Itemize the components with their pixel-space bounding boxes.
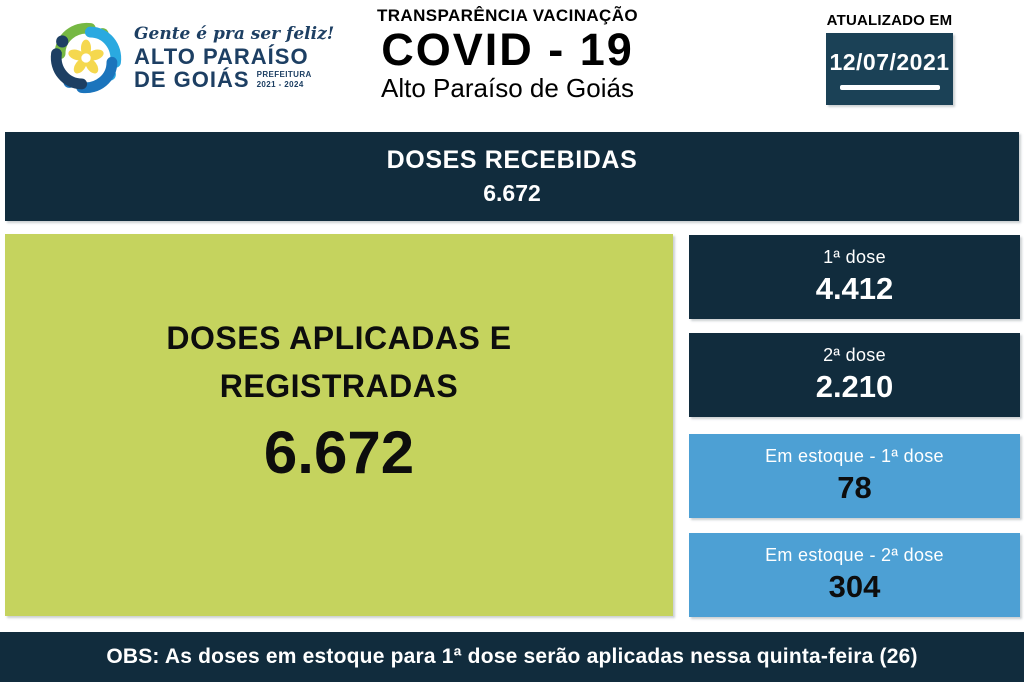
stat-card-stock-dose2-label: Em estoque - 2ª dose bbox=[765, 545, 944, 565]
title-kicker: TRANSPARÊNCIA VACINAÇÃO bbox=[376, 6, 639, 25]
doses-applied-card: DOSES APLICADAS E REGISTRADAS 6.672 bbox=[5, 234, 673, 616]
logo-swirl-icon bbox=[50, 18, 122, 98]
page-title: COVID - 19 bbox=[381, 24, 634, 75]
stat-card-stock-dose2: Em estoque - 2ª dose 304 bbox=[689, 533, 1020, 617]
logo-prefeitura-term: 2021 - 2024 bbox=[256, 79, 304, 89]
doses-received-banner: DOSES RECEBIDAS 6.672 bbox=[5, 132, 1019, 221]
stat-card-stock-dose1-value: 78 bbox=[837, 470, 872, 505]
doses-applied-label-line1: DOSES APLICADAS E bbox=[166, 319, 512, 356]
logo-text: Gente é pra ser feliz! ALTO PARAÍSO DE G… bbox=[134, 24, 334, 91]
stat-card-stock-dose1-label: Em estoque - 1ª dose bbox=[765, 446, 944, 466]
footer-note-bar: OBS: As doses em estoque para 1ª dose se… bbox=[0, 632, 1024, 682]
stat-card-dose2-value: 2.210 bbox=[815, 369, 894, 404]
stat-cards: 1ª dose 4.412 2ª dose 2.210 Em estoque -… bbox=[689, 235, 1020, 617]
stat-card-stock-dose1: Em estoque - 1ª dose 78 bbox=[689, 434, 1020, 518]
logo-city-line2: DE GOIÁS bbox=[134, 67, 250, 93]
page-title-block: TRANSPARÊNCIA VACINAÇÃO COVID - 19 Alto … bbox=[330, 6, 685, 101]
stat-card-dose1: 1ª dose 4.412 bbox=[689, 235, 1020, 319]
doses-received-value: 6.672 bbox=[483, 180, 541, 206]
updated-block: ATUALIZADO EM 12/07/2021 bbox=[826, 12, 953, 105]
stat-card-dose1-value: 4.412 bbox=[815, 271, 894, 306]
page-subtitle: Alto Paraíso de Goiás bbox=[381, 72, 634, 103]
stat-card-dose2: 2ª dose 2.210 bbox=[689, 333, 1020, 417]
doses-applied-label-line2: REGISTRADAS bbox=[219, 367, 459, 404]
stat-card-stock-dose2-value: 304 bbox=[828, 569, 881, 604]
logo-prefeitura-label: PREFEITURA bbox=[256, 69, 312, 79]
date-underline-bar bbox=[839, 84, 940, 90]
stat-card-dose2-label: 2ª dose bbox=[823, 345, 886, 365]
doses-received-label: DOSES RECEBIDAS bbox=[386, 146, 638, 174]
updated-date: 12/07/2021 bbox=[829, 48, 950, 75]
footer-note: OBS: As doses em estoque para 1ª dose se… bbox=[106, 645, 918, 668]
logo-tagline: Gente é pra ser feliz! bbox=[134, 24, 335, 45]
logo-prefeitura: PREFEITURA 2021 - 2024 bbox=[257, 70, 312, 92]
updated-label: ATUALIZADO EM bbox=[826, 12, 953, 29]
updated-date-box: 12/07/2021 bbox=[826, 33, 953, 105]
stat-card-dose1-label: 1ª dose bbox=[823, 247, 886, 267]
city-logo: Gente é pra ser feliz! ALTO PARAÍSO DE G… bbox=[50, 18, 334, 98]
doses-applied-value: 6.672 bbox=[263, 418, 415, 486]
logo-city-line1: ALTO PARAÍSO bbox=[134, 44, 309, 70]
